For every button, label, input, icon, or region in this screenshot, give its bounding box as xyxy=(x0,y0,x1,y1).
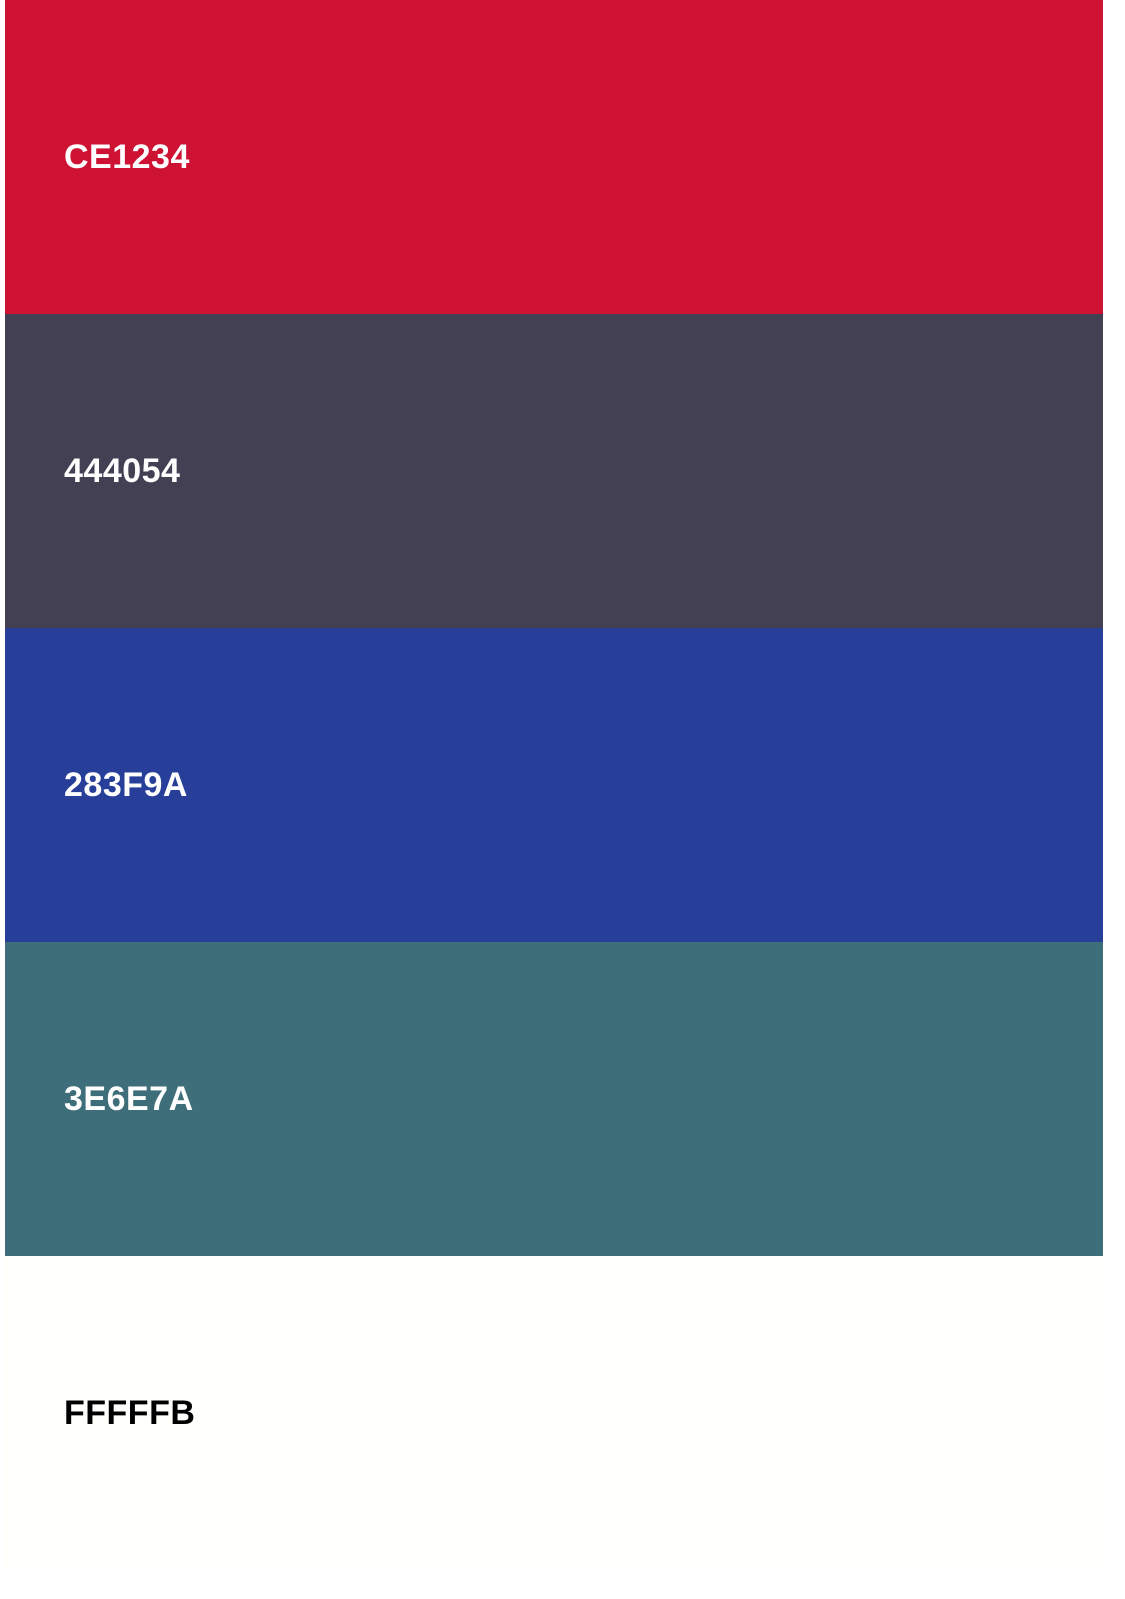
swatch-hex-label: 283F9A xyxy=(64,766,188,804)
swatch-hex-label: FFFFFB xyxy=(64,1394,196,1432)
swatch-444054: 444054 xyxy=(5,314,1103,628)
color-palette: CE1234 444054 283F9A 3E6E7A FFFFFB xyxy=(5,0,1103,1570)
swatch-hex-label: 3E6E7A xyxy=(64,1080,194,1118)
swatch-fffffb: FFFFFB xyxy=(5,1256,1103,1570)
swatch-ce1234: CE1234 xyxy=(5,0,1103,314)
swatch-hex-label: CE1234 xyxy=(64,138,190,176)
swatch-hex-label: 444054 xyxy=(64,452,181,490)
swatch-283f9a: 283F9A xyxy=(5,628,1103,942)
swatch-3e6e7a: 3E6E7A xyxy=(5,942,1103,1256)
